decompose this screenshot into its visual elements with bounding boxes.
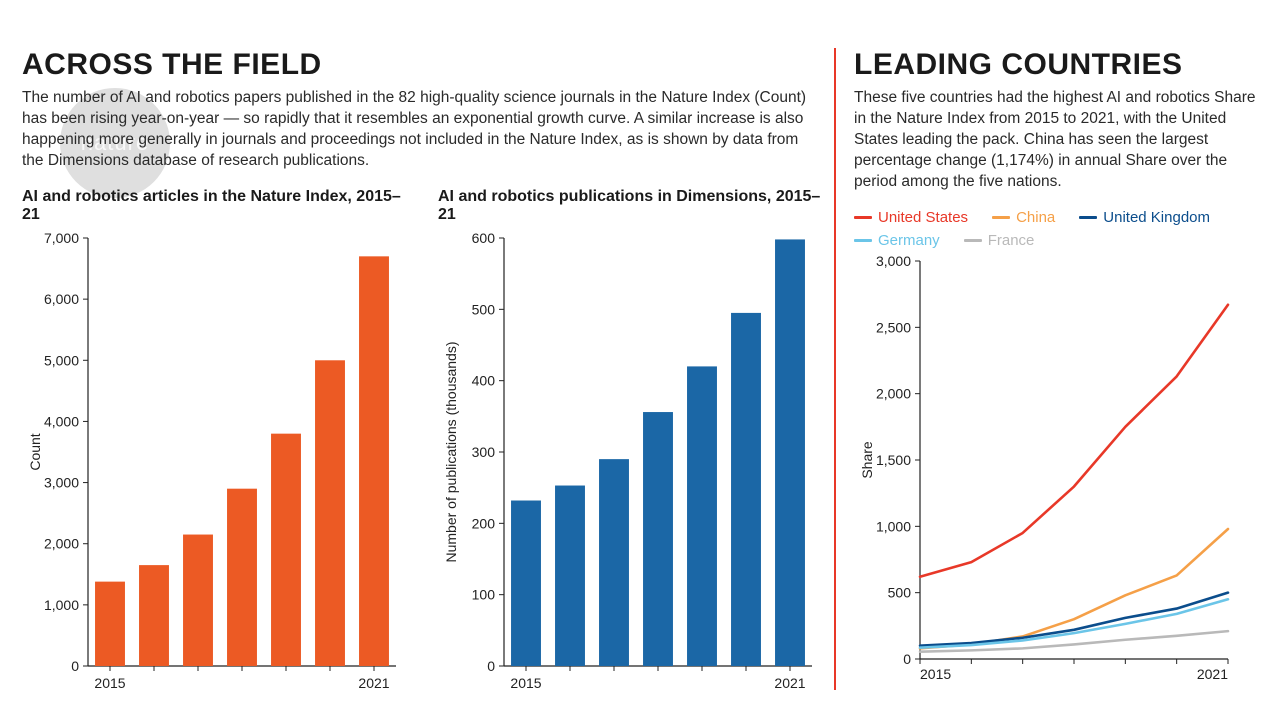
y-tick-label: 7,000 [44, 230, 79, 246]
right-column: LEADING COUNTRIES These five countries h… [834, 48, 1258, 690]
bar [511, 500, 541, 665]
y-tick-label: 0 [903, 651, 911, 667]
bar [555, 485, 585, 665]
legend-item: Germany [854, 232, 940, 249]
right-dek: These five countries had the highest AI … [854, 88, 1258, 193]
series-line [920, 304, 1228, 576]
y-axis-label: Number of publications (thousands) [443, 341, 459, 562]
bar [731, 313, 761, 666]
legend-item: United Kingdom [1079, 209, 1210, 226]
y-tick-label: 500 [472, 301, 496, 317]
y-tick-label: 1,500 [876, 452, 911, 468]
y-tick-label: 200 [472, 515, 496, 531]
y-tick-label: 300 [472, 444, 496, 460]
y-axis-label: Count [27, 433, 43, 470]
x-tick-label: 2021 [774, 675, 805, 691]
right-headline: LEADING COUNTRIES [854, 48, 1258, 82]
y-tick-label: 1,000 [876, 518, 911, 534]
legend-label: United States [878, 209, 968, 226]
x-tick-label: 2015 [94, 675, 125, 691]
y-tick-label: 6,000 [44, 291, 79, 307]
y-tick-label: 400 [472, 372, 496, 388]
bar [643, 412, 673, 666]
bar [359, 256, 389, 666]
chart2-svg: 0 100 200 300 400 500 600 Number of publication… [438, 230, 818, 700]
legend-item: United States [854, 209, 968, 226]
bar [227, 488, 257, 665]
legend-swatch [964, 239, 982, 242]
y-tick-label: 2,500 [876, 319, 911, 335]
chart1-title: AI and robotics articles in the Nature I… [22, 188, 408, 224]
y-tick-label: 3,000 [876, 255, 911, 269]
bar [95, 581, 125, 665]
x-tick-label: 2021 [358, 675, 389, 691]
legend-label: United Kingdom [1103, 209, 1210, 226]
legend-item: France [964, 232, 1035, 249]
bar [139, 565, 169, 666]
legend-swatch [1079, 216, 1097, 219]
page-container: ACROSS THE FIELD The number of AI and ro… [0, 0, 1280, 720]
y-tick-label: 0 [487, 658, 495, 674]
left-headline: ACROSS THE FIELD [22, 48, 824, 82]
legend-label: Germany [878, 232, 940, 249]
bar [775, 239, 805, 666]
y-tick-label: 1,000 [44, 597, 79, 613]
legend-item: China [992, 209, 1055, 226]
bar [315, 360, 345, 666]
bar [183, 534, 213, 665]
x-tick-label: 2015 [510, 675, 541, 691]
chart1-svg: 0 1,000 2,000 3,000 4,000 5,000 6,000 7,000 Coun… [22, 230, 402, 700]
chart1-block: AI and robotics articles in the Nature I… [22, 188, 408, 700]
y-tick-label: 2,000 [876, 385, 911, 401]
legend-swatch [854, 216, 872, 219]
left-column: ACROSS THE FIELD The number of AI and ro… [22, 48, 834, 690]
bar [687, 366, 717, 666]
left-dek: The number of AI and robotics papers pub… [22, 88, 824, 172]
y-tick-label: 100 [472, 586, 496, 602]
legend-swatch [992, 216, 1010, 219]
chart3-legend: United States China United Kingdom Germany F… [854, 209, 1258, 249]
y-tick-label: 500 [888, 584, 912, 600]
chart2-block: AI and robotics publications in Dimensio… [438, 188, 824, 700]
chart2-title: AI and robotics publications in Dimensio… [438, 188, 824, 224]
y-tick-label: 2,000 [44, 535, 79, 551]
y-tick-label: 3,000 [44, 474, 79, 490]
y-tick-label: 0 [71, 658, 79, 674]
y-tick-label: 600 [472, 230, 496, 246]
bar [271, 433, 301, 665]
legend-label: China [1016, 209, 1055, 226]
legend-label: France [988, 232, 1035, 249]
chart3-svg: 0 500 1,000 1,500 2,000 2,500 3,000 Share 2015 20… [854, 255, 1234, 689]
bar [599, 459, 629, 666]
bar-charts-row: AI and robotics articles in the Nature I… [22, 188, 824, 700]
y-tick-label: 4,000 [44, 413, 79, 429]
legend-swatch [854, 239, 872, 242]
y-axis-label: Share [859, 441, 875, 479]
x-tick-label: 2015 [920, 666, 951, 682]
x-tick-label: 2021 [1197, 666, 1228, 682]
y-tick-label: 5,000 [44, 352, 79, 368]
